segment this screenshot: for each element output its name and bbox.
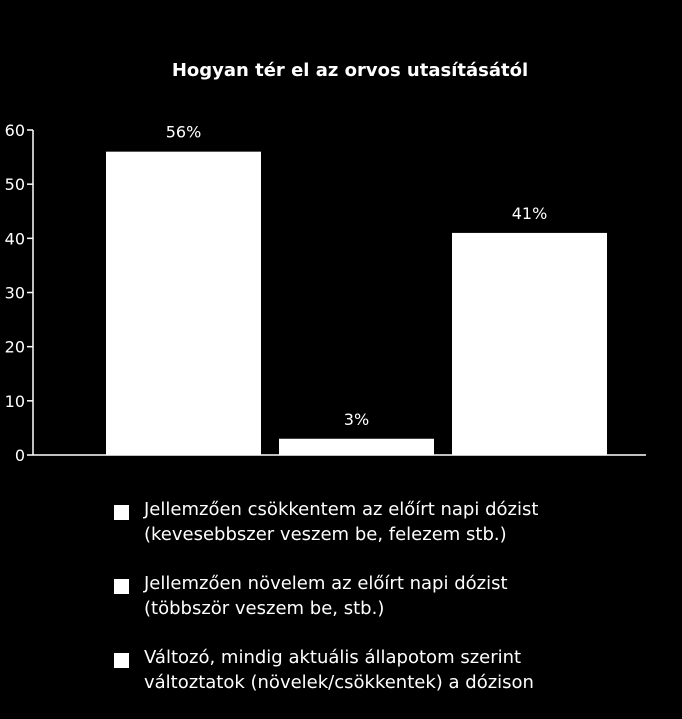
legend-item-increase: Jellemzően növelem az előírt napi dózist… <box>114 571 674 621</box>
legend: Jellemzően csökkentem az előírt napi dóz… <box>114 497 674 719</box>
bar-value-label-2: 3% <box>344 410 369 429</box>
y-tick-label: 10 <box>5 392 25 411</box>
y-tick-label: 50 <box>5 175 25 194</box>
legend-swatch <box>114 653 129 668</box>
legend-item-decrease: Jellemzően csökkentem az előírt napi dóz… <box>114 497 674 547</box>
chart-title: Hogyan tér el az orvos utasításától <box>172 60 528 81</box>
bar-value-label-3: 41% <box>512 204 548 223</box>
y-tick-label: 40 <box>5 229 25 248</box>
y-tick-label: 20 <box>5 338 25 357</box>
legend-swatch <box>114 505 129 520</box>
legend-item-variable: Változó, mindig aktuális állapotom szeri… <box>114 645 674 695</box>
legend-label-line1: Jellemzően növelem az előírt napi dózist <box>144 573 508 594</box>
legend-label-line1: Jellemzően csökkentem az előírt napi dóz… <box>144 499 539 520</box>
bar-3 <box>452 232 607 455</box>
legend-label-line2: változtatok (növelek/csökkentek) a dózis… <box>144 672 534 693</box>
legend-label-line2: (kevesebbszer veszem be, felezem stb.) <box>144 524 507 545</box>
bar-chart: Hogyan tér el az orvos utasításától 0 10 2… <box>5 60 646 465</box>
legend-label-line2: (többször veszem be, stb.) <box>144 598 385 619</box>
bar-1 <box>106 151 261 455</box>
bar-value-label-1: 56% <box>166 123 202 142</box>
legend-swatch <box>114 579 129 594</box>
legend-label-line1: Változó, mindig aktuális állapotom szeri… <box>144 647 522 668</box>
bar-2 <box>279 438 434 455</box>
y-tick-label: 60 <box>5 121 25 140</box>
y-tick-label: 30 <box>5 284 25 303</box>
y-tick-label: 0 <box>15 446 25 465</box>
